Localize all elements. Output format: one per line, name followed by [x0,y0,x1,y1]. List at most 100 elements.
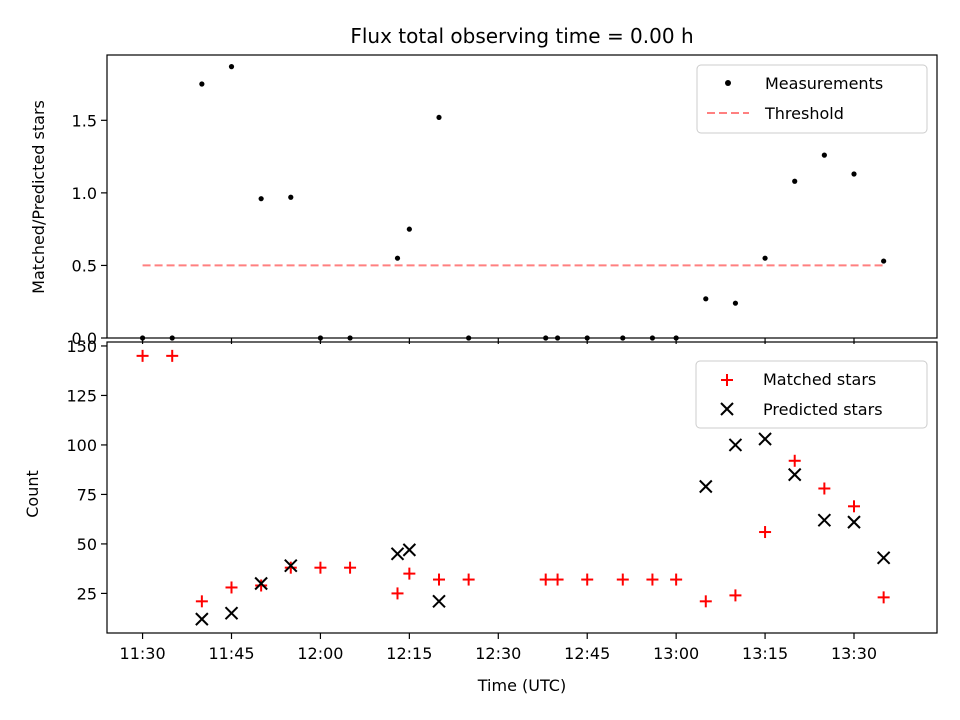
bottom-ytick-label: 50 [77,535,97,554]
matched-star-point [646,573,659,586]
matched-star-point [255,579,268,592]
xtick-label: 11:30 [120,644,166,663]
legend-matched-label: Matched stars [763,370,876,389]
measurement-point [620,335,626,341]
measurement-point [762,255,768,261]
matched-star-point [225,581,238,594]
measurement-point [554,335,561,341]
measurement-point [584,335,590,341]
matched-star-point [551,573,564,586]
predicted-star-point [254,576,268,591]
matched-star-point [616,573,629,586]
matched-star-point [462,573,475,586]
legend-predicted-marker [720,402,734,416]
matched-star-point [581,573,594,586]
matched-star-point [877,591,890,604]
matched-star-point [539,573,552,586]
xtick-label: 13:30 [831,644,877,663]
measurement-point [881,258,887,264]
measurement-point [169,335,175,341]
measurement-point [406,226,412,232]
measurement-point [199,81,205,87]
xtick-label: 12:15 [386,644,432,663]
predicted-star-point [788,467,802,482]
legend-predicted-label: Predicted stars [763,400,883,419]
measurement-point [851,171,857,177]
matched-star-point [403,567,416,580]
matched-star-point [195,595,208,608]
legend-measurements-marker [725,80,731,86]
measurement-point [139,335,146,341]
measurement-point [228,64,235,70]
matched-star-point [344,561,357,574]
matched-star-point [729,589,742,602]
predicted-star-point [758,432,772,446]
top-ytick-label: 0.0 [72,329,97,348]
measurement-point [543,335,549,341]
predicted-star-point [817,513,832,527]
matched-star-point [670,573,683,586]
matched-star-point [848,500,860,513]
legend-measurements-label: Measurements [765,74,883,93]
bottom-plot-frame [106,341,938,634]
top-plot-frame [106,54,938,339]
bottom-legend: Matched stars Predicted stars [695,360,928,429]
measurement-point [317,335,324,341]
top-panel: 0.0 0.5 1.0 1.5 Matched/Predicted stars Mea… [29,54,938,348]
measurement-point [792,178,798,184]
measurement-point [466,335,472,341]
measurement-point [347,335,353,341]
legend-threshold-label: Threshold [764,104,844,123]
predicted-star-point [728,438,743,452]
bottom-y-axis-label: Count [23,470,42,518]
predicted-star-point [699,479,713,494]
matched-star-point [818,482,831,495]
bottom-ytick-label: 75 [77,485,97,504]
matched-star-point [788,454,801,467]
xtick-label: 11:45 [208,644,254,663]
predicted-star-point [284,558,298,573]
legend-matched-marker [721,374,733,386]
matched-star-point [166,349,179,362]
matched-star-point [391,587,404,600]
xtick-label: 12:30 [475,644,521,663]
matched-star-point [284,561,297,574]
matched-star-point [314,561,327,574]
bottom-ytick-label: 125 [66,386,97,405]
chart-title: Flux total observing time = 0.00 h [350,24,693,48]
measurement-point [649,335,656,341]
matched-star-point [433,573,445,586]
matched-star-point [759,526,772,539]
x-axis-label: Time (UTC) [477,676,566,695]
predicted-star-point [876,551,891,565]
measurement-point [673,335,679,341]
predicted-star-point [847,515,861,529]
xtick-label: 12:00 [297,644,343,663]
top-ytick-label: 1.0 [72,184,97,203]
measurement-point [394,255,401,261]
top-y-axis-label: Matched/Predicted stars [29,100,48,294]
measurement-point [732,300,739,306]
predicted-star-point [402,543,417,557]
matched-star-point [699,595,712,608]
top-ytick-label: 1.5 [72,111,97,130]
bottom-panel: 25 50 75 100 125 150 11:30 11:45 12:00 12:15 12:3… [23,337,938,695]
measurement-point [821,152,827,158]
predicted-star-point [432,594,446,609]
measurement-point [288,194,294,200]
top-ytick-label: 0.5 [72,256,97,275]
xtick-label: 12:45 [564,644,610,663]
predicted-star-point [195,612,209,626]
matched-star-point [136,349,149,362]
measurement-point [258,196,264,202]
measurement-point [436,114,442,121]
xtick-label: 13:15 [742,644,788,663]
predicted-star-point [224,606,239,620]
bottom-ytick-label: 150 [66,337,97,356]
top-legend: Measurements Threshold [696,64,928,134]
measurement-point [703,296,709,302]
predicted-star-point [390,547,405,561]
bottom-ytick-label: 100 [66,436,97,455]
xtick-label: 13:00 [653,644,699,663]
